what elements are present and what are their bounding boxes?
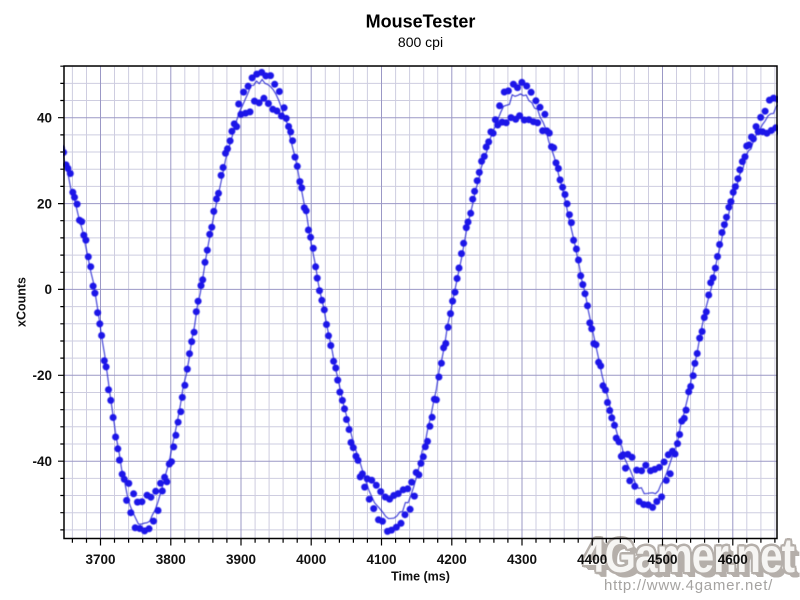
svg-text:4000: 4000 — [296, 552, 326, 567]
svg-text:xCounts: xCounts — [15, 277, 29, 327]
svg-text:4500: 4500 — [647, 552, 677, 567]
svg-text:4400: 4400 — [577, 552, 607, 567]
svg-text:3800: 3800 — [156, 552, 186, 567]
svg-text:MouseTester: MouseTester — [366, 12, 476, 32]
svg-text:3700: 3700 — [85, 552, 115, 567]
svg-text:4600: 4600 — [718, 552, 748, 567]
svg-text:20: 20 — [37, 196, 52, 211]
svg-text:40: 40 — [37, 111, 52, 126]
svg-text:0: 0 — [44, 282, 52, 297]
svg-text:-20: -20 — [32, 368, 52, 383]
svg-text:3900: 3900 — [226, 552, 256, 567]
svg-text:4200: 4200 — [437, 552, 467, 567]
svg-text:Time (ms): Time (ms) — [391, 570, 450, 584]
svg-text:800 cpi: 800 cpi — [398, 34, 443, 50]
svg-text:4300: 4300 — [507, 552, 537, 567]
svg-text:4100: 4100 — [366, 552, 396, 567]
svg-text:-40: -40 — [32, 454, 52, 469]
